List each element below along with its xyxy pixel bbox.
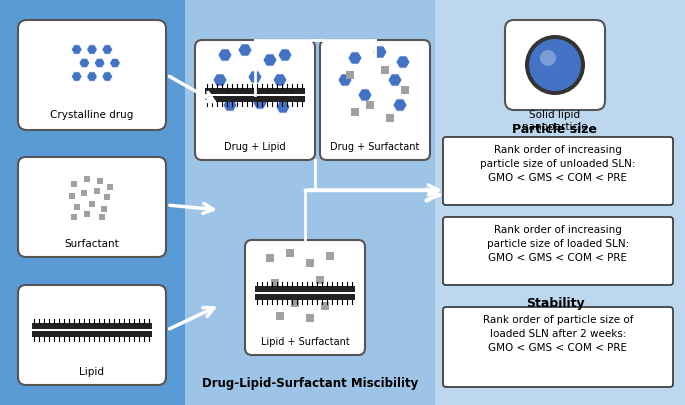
FancyBboxPatch shape [346, 71, 354, 79]
Text: particle size of loaded SLN:: particle size of loaded SLN: [487, 239, 629, 249]
Text: Drug + Surfactant: Drug + Surfactant [330, 142, 420, 152]
Text: Drug-Lipid-Surfactant Miscibility: Drug-Lipid-Surfactant Miscibility [202, 377, 418, 390]
FancyBboxPatch shape [276, 311, 284, 320]
Text: Crystalline drug: Crystalline drug [50, 110, 134, 120]
Text: GMO < GMS < COM < PRE: GMO < GMS < COM < PRE [488, 173, 627, 183]
FancyBboxPatch shape [69, 193, 75, 199]
FancyBboxPatch shape [255, 286, 355, 292]
FancyBboxPatch shape [89, 201, 95, 207]
Text: Rank order of increasing: Rank order of increasing [494, 225, 622, 235]
Text: Surfactant: Surfactant [64, 239, 119, 249]
FancyBboxPatch shape [18, 285, 166, 385]
FancyBboxPatch shape [18, 20, 166, 130]
FancyBboxPatch shape [381, 66, 389, 74]
Text: Drug + Lipid: Drug + Lipid [224, 142, 286, 152]
FancyBboxPatch shape [366, 101, 374, 109]
FancyBboxPatch shape [18, 157, 166, 257]
FancyBboxPatch shape [286, 249, 294, 256]
FancyBboxPatch shape [84, 176, 90, 182]
FancyBboxPatch shape [205, 88, 305, 94]
Text: Lipid: Lipid [79, 367, 105, 377]
Text: GMO < GMS < COM < PRE: GMO < GMS < COM < PRE [488, 253, 627, 263]
Text: Stability: Stability [525, 297, 584, 310]
FancyBboxPatch shape [97, 178, 103, 184]
Text: Rank order of increasing: Rank order of increasing [494, 145, 622, 155]
FancyBboxPatch shape [316, 275, 324, 284]
FancyBboxPatch shape [443, 307, 673, 387]
Text: Solid lipid
nanoparticle: Solid lipid nanoparticle [522, 110, 588, 132]
FancyBboxPatch shape [306, 313, 314, 322]
FancyBboxPatch shape [255, 294, 355, 300]
FancyBboxPatch shape [107, 184, 113, 190]
FancyBboxPatch shape [320, 40, 430, 160]
FancyBboxPatch shape [71, 181, 77, 187]
FancyBboxPatch shape [291, 298, 299, 307]
Circle shape [525, 35, 585, 95]
FancyBboxPatch shape [443, 137, 673, 205]
FancyBboxPatch shape [306, 258, 314, 266]
FancyBboxPatch shape [32, 323, 152, 329]
FancyBboxPatch shape [74, 204, 79, 210]
FancyBboxPatch shape [321, 301, 329, 309]
FancyBboxPatch shape [185, 0, 435, 405]
FancyBboxPatch shape [271, 279, 279, 286]
Text: Particle size: Particle size [512, 123, 597, 136]
Circle shape [529, 39, 581, 91]
FancyBboxPatch shape [386, 114, 394, 122]
FancyBboxPatch shape [71, 214, 77, 220]
FancyBboxPatch shape [82, 190, 87, 196]
FancyBboxPatch shape [245, 240, 365, 355]
Text: loaded SLN after 2 weeks:: loaded SLN after 2 weeks: [490, 329, 626, 339]
FancyBboxPatch shape [326, 252, 334, 260]
Text: GMO < GMS < COM < PRE: GMO < GMS < COM < PRE [488, 343, 627, 353]
FancyBboxPatch shape [95, 188, 100, 194]
FancyBboxPatch shape [84, 211, 90, 217]
FancyBboxPatch shape [104, 194, 110, 200]
FancyBboxPatch shape [99, 214, 105, 220]
FancyBboxPatch shape [401, 86, 409, 94]
Text: particle size of unloaded SLN:: particle size of unloaded SLN: [480, 159, 636, 169]
FancyBboxPatch shape [32, 331, 152, 337]
FancyBboxPatch shape [435, 0, 685, 405]
Text: Rank order of particle size of: Rank order of particle size of [483, 315, 633, 325]
FancyBboxPatch shape [266, 254, 274, 262]
FancyBboxPatch shape [443, 217, 673, 285]
Text: Lipid + Surfactant: Lipid + Surfactant [260, 337, 349, 347]
Circle shape [540, 50, 556, 66]
FancyBboxPatch shape [351, 108, 359, 116]
FancyBboxPatch shape [205, 96, 305, 102]
FancyBboxPatch shape [195, 40, 315, 160]
FancyBboxPatch shape [101, 206, 107, 212]
FancyBboxPatch shape [505, 20, 605, 110]
FancyBboxPatch shape [0, 0, 185, 405]
